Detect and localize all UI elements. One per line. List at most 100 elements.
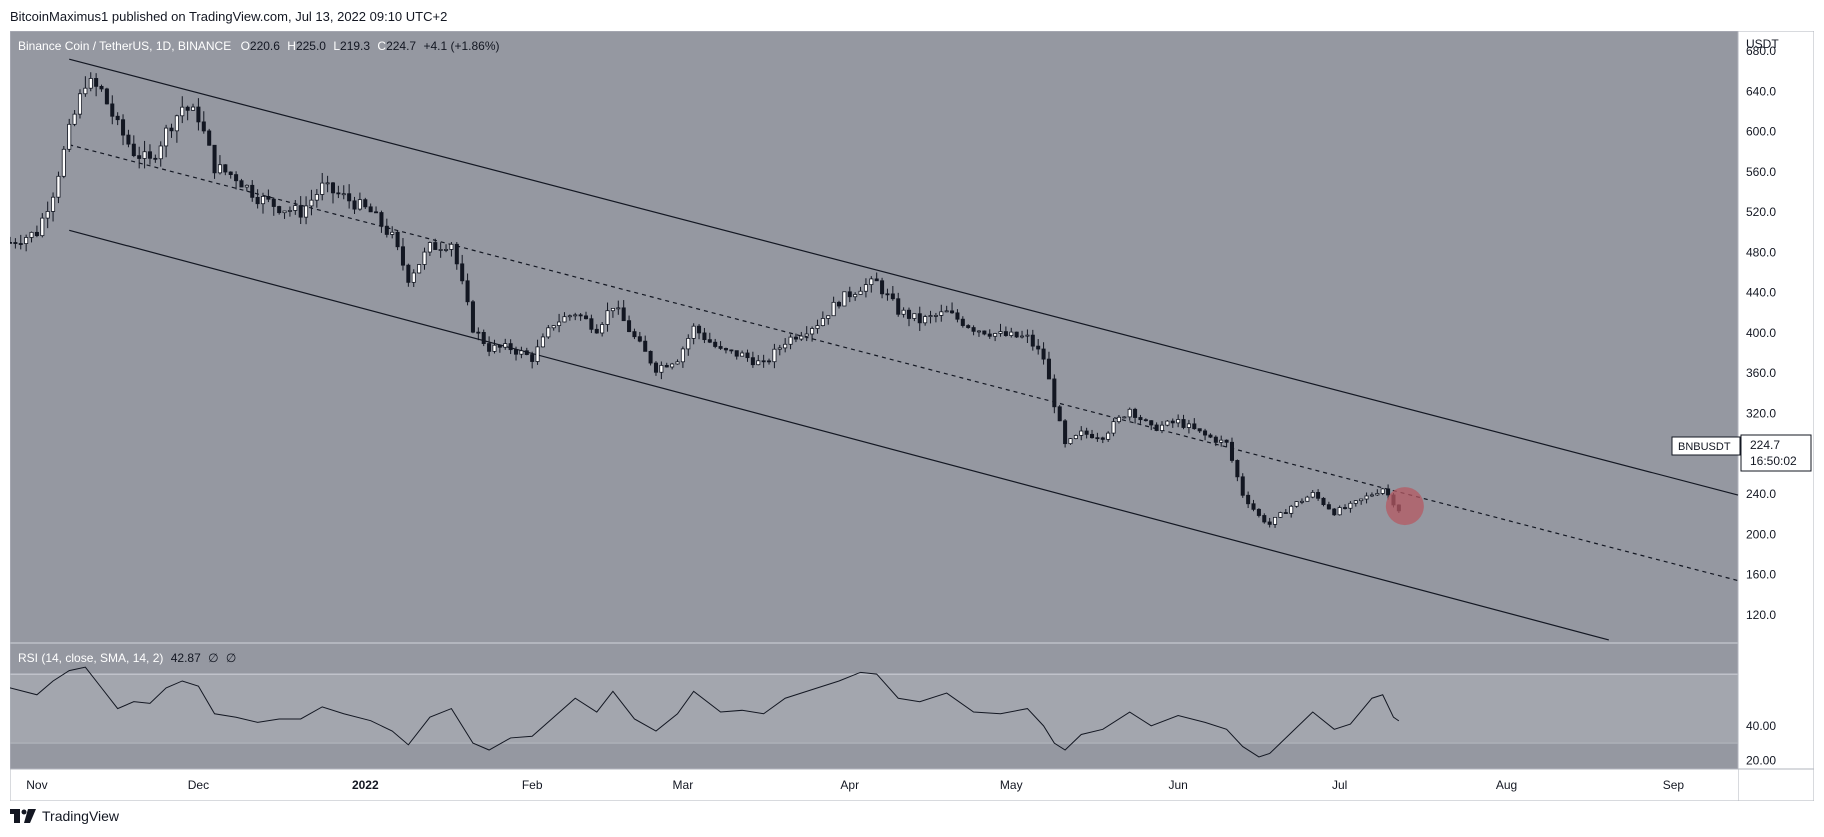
candle-body: [1332, 508, 1337, 516]
candle-body: [610, 307, 615, 312]
time-ticks: Nov Dec 2022 Feb Mar Apr May Jun Jul Aug Sep: [26, 778, 1684, 792]
rsi-na-2: ∅: [226, 651, 236, 665]
candle-body: [1321, 497, 1326, 506]
rsi-ticks: 40.00 20.00: [1746, 719, 1776, 768]
candle-body: [180, 106, 185, 117]
candle-body: [820, 318, 825, 326]
rsi-line[interactable]: [9, 666, 1400, 758]
candle-body: [400, 246, 405, 266]
candle-body: [411, 272, 416, 283]
chart-frame[interactable]: USDT 680.0 640.0 600.0 560.0 520.0 480.0 440.0…: [7, 30, 1815, 802]
candle-body: [691, 325, 696, 339]
candle-body: [567, 315, 572, 318]
candle-body: [524, 350, 529, 355]
candle-body: [1235, 460, 1240, 478]
candle-body: [713, 341, 718, 347]
candle-body: [481, 332, 486, 344]
candle-body: [185, 106, 190, 111]
candle-body: [664, 364, 669, 368]
candle-body: [212, 144, 217, 174]
candle-body: [325, 182, 330, 185]
candle-body: [1294, 501, 1299, 507]
candle-body: [320, 182, 325, 195]
channel-lines[interactable]: [69, 58, 1739, 641]
candle-body: [1025, 334, 1030, 337]
candle-body: [142, 151, 147, 159]
price-tick-8: 360.0: [1746, 366, 1776, 380]
candle-body: [702, 332, 707, 341]
candle-body: [680, 348, 685, 363]
candle-body: [777, 347, 782, 350]
candle-body: [1170, 420, 1175, 424]
price-axis[interactable]: [1738, 31, 1814, 769]
candle-body: [1063, 420, 1068, 445]
candle-body: [1116, 416, 1121, 423]
candle-body: [503, 343, 508, 348]
tradingview-footer[interactable]: TradingView: [10, 808, 119, 824]
candle-body: [234, 174, 239, 182]
candle-body: [255, 196, 260, 205]
candle-body: [788, 336, 793, 345]
rsi-tick-0: 40.00: [1746, 719, 1776, 733]
candle-body: [1111, 421, 1116, 434]
candle-body: [110, 103, 115, 117]
candle-body: [551, 325, 556, 329]
candle-body: [1246, 494, 1251, 505]
candle-body: [508, 343, 513, 351]
candle-body: [1278, 512, 1283, 518]
price-pane[interactable]: [10, 31, 1738, 643]
candle-body: [352, 200, 357, 210]
chart-svg[interactable]: USDT 680.0 640.0 600.0 560.0 520.0 480.0 440.0…: [7, 30, 1815, 802]
candle-body: [718, 346, 723, 349]
time-tick-6: May: [1000, 778, 1023, 792]
price-tick-1: 640.0: [1746, 84, 1776, 98]
candle-body: [1057, 406, 1062, 422]
candle-body: [944, 310, 949, 313]
candle-body: [842, 291, 847, 307]
candle-body: [271, 198, 276, 207]
candle-body: [1380, 488, 1385, 494]
candles[interactable]: [7, 72, 1401, 528]
candle-body: [250, 184, 255, 198]
candle-body: [960, 318, 965, 326]
candle-body: [201, 121, 206, 132]
candle-body: [1386, 488, 1391, 496]
candle-body: [24, 237, 29, 244]
price-tick-3: 560.0: [1746, 165, 1776, 179]
candle-body: [583, 315, 589, 320]
candle-body: [153, 157, 158, 160]
candle-body: [1073, 435, 1078, 440]
candle-body: [1030, 334, 1035, 347]
price-tick-2: 600.0: [1746, 125, 1776, 139]
highlight-marker: [1385, 487, 1424, 526]
ohlc-change: +4.1 (+1.86%): [423, 39, 499, 53]
candle-body: [1159, 424, 1165, 431]
candle-body: [1133, 408, 1138, 418]
candle-body: [384, 225, 389, 235]
candle-body: [901, 309, 906, 315]
candle-body: [799, 335, 804, 340]
price-tick-6: 440.0: [1746, 286, 1776, 300]
candle-body: [374, 211, 379, 214]
candle-body: [723, 347, 728, 351]
candle-body: [77, 93, 82, 115]
candle-body: [847, 291, 852, 298]
candle-body: [858, 290, 863, 295]
candle-body: [659, 364, 664, 373]
candle-body: [67, 123, 72, 150]
time-axis[interactable]: [10, 769, 1738, 801]
candle-body: [1267, 521, 1272, 525]
candle-body: [1310, 492, 1315, 498]
channel-upper-line: [69, 58, 1739, 496]
candle-body: [487, 343, 492, 352]
candle-body: [1369, 494, 1374, 497]
candle-body: [217, 164, 222, 174]
candle-body: [1046, 358, 1051, 380]
candle-body: [1343, 507, 1348, 509]
candle-body: [379, 212, 384, 227]
candle-body: [191, 106, 196, 111]
highlight-circle: [1385, 487, 1424, 526]
candle-body: [783, 343, 788, 349]
candle-body: [627, 320, 632, 333]
candle-body: [1251, 503, 1256, 510]
